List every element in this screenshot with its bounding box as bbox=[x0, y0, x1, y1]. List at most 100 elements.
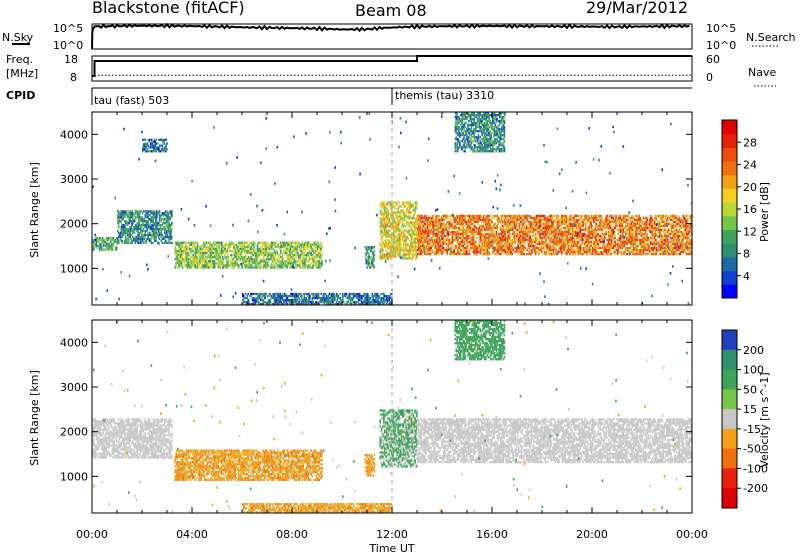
rti-cell bbox=[178, 254, 180, 257]
rti-cell bbox=[397, 241, 399, 244]
rti-cell bbox=[141, 231, 143, 235]
rti-cell bbox=[150, 228, 153, 231]
rti-cell bbox=[417, 214, 420, 217]
rti-cell bbox=[250, 241, 253, 244]
rti-cell bbox=[156, 216, 158, 219]
rti-cell bbox=[150, 237, 153, 241]
rti-cell bbox=[496, 251, 499, 254]
rti-cell bbox=[219, 266, 221, 269]
rti-cell bbox=[596, 242, 599, 246]
rti-cell bbox=[592, 216, 595, 219]
rti-cell bbox=[590, 251, 592, 254]
rti-cell bbox=[235, 254, 237, 257]
rti-cell bbox=[136, 222, 139, 225]
rti-cell bbox=[115, 246, 117, 249]
rti-cell bbox=[426, 242, 429, 246]
rti-cell bbox=[542, 253, 545, 256]
rti-cell bbox=[459, 218, 462, 221]
rti-cell bbox=[269, 266, 271, 269]
rti-cell bbox=[130, 220, 132, 223]
rti-cell bbox=[383, 219, 385, 222]
rti-cell bbox=[390, 223, 392, 226]
rti-cell bbox=[149, 212, 152, 215]
rti-cell bbox=[317, 256, 320, 259]
rti-cell bbox=[395, 229, 398, 232]
rti-cell bbox=[238, 243, 240, 246]
rti-cell bbox=[179, 262, 181, 265]
rti-cell bbox=[403, 249, 406, 252]
rti-cell bbox=[133, 214, 136, 217]
rti-cell bbox=[320, 243, 322, 246]
rti-cell bbox=[368, 262, 370, 265]
rti-cell bbox=[459, 228, 462, 231]
rti-cell bbox=[315, 260, 318, 263]
rti-cell bbox=[382, 257, 384, 260]
rti-cell bbox=[296, 254, 298, 257]
rti-cell bbox=[533, 216, 535, 219]
frequency-panel-frame bbox=[91, 55, 693, 82]
rti-cell bbox=[406, 249, 408, 252]
rti-cell bbox=[130, 226, 132, 229]
rti-cell bbox=[544, 222, 547, 225]
rti-cell bbox=[250, 249, 253, 253]
rti-cell bbox=[113, 240, 115, 243]
rti-cell bbox=[541, 244, 543, 248]
rti-cell bbox=[379, 253, 382, 256]
rti-cell bbox=[522, 244, 524, 248]
rti-cell bbox=[558, 234, 560, 238]
rti-cell bbox=[483, 246, 485, 250]
rti-cell bbox=[192, 256, 194, 259]
rti-cell bbox=[558, 240, 560, 244]
rti-cell bbox=[495, 240, 498, 244]
rti-cell bbox=[517, 251, 520, 254]
rti-cell bbox=[382, 215, 384, 218]
rti-cell bbox=[130, 212, 132, 215]
rti-cell bbox=[264, 251, 267, 255]
rti-cell bbox=[516, 216, 518, 219]
rti-cell bbox=[402, 247, 405, 250]
rti-cell bbox=[281, 266, 284, 269]
rti-cell bbox=[416, 205, 418, 208]
rti-cell bbox=[575, 214, 578, 217]
rti-cell bbox=[512, 214, 515, 217]
rti-cell bbox=[293, 258, 295, 261]
rti-cell bbox=[607, 220, 609, 223]
rti-cell bbox=[571, 234, 574, 238]
rti-cell bbox=[418, 244, 421, 248]
rti-cell bbox=[215, 241, 218, 244]
rti-cell bbox=[495, 214, 498, 217]
rti-cell bbox=[541, 251, 543, 254]
rti-cell bbox=[387, 257, 390, 260]
rti-cell bbox=[528, 240, 531, 244]
rti-cell bbox=[156, 228, 158, 231]
rti-cell bbox=[394, 247, 397, 250]
rti-cell bbox=[120, 214, 123, 217]
rti-cell bbox=[301, 266, 303, 269]
rti-cell bbox=[420, 238, 423, 242]
rti-cell bbox=[571, 236, 574, 240]
rti-cell bbox=[289, 256, 292, 259]
rti-cell bbox=[471, 240, 474, 244]
rti-cell bbox=[249, 241, 252, 244]
rti-cell bbox=[286, 247, 288, 250]
rti-cell bbox=[174, 258, 177, 261]
rti-cell bbox=[162, 237, 164, 241]
rti-cell bbox=[547, 218, 549, 221]
rti-cell bbox=[147, 212, 149, 215]
rti-cell bbox=[583, 234, 585, 238]
rti-cell bbox=[516, 226, 518, 229]
rti-cell bbox=[161, 224, 163, 227]
rti-cell bbox=[204, 266, 207, 269]
rti-cell bbox=[580, 246, 582, 250]
rti-cell bbox=[304, 260, 306, 263]
rti-cell bbox=[414, 231, 416, 234]
rti-cell bbox=[495, 234, 498, 238]
rti-cell bbox=[111, 248, 114, 251]
rti-cell bbox=[321, 264, 323, 267]
rti-cell bbox=[592, 220, 595, 223]
rti-cell bbox=[568, 238, 571, 242]
rti-cell bbox=[402, 231, 405, 234]
rti-cell bbox=[99, 242, 101, 245]
rti-cell bbox=[540, 224, 542, 227]
rti-cell bbox=[142, 222, 145, 225]
